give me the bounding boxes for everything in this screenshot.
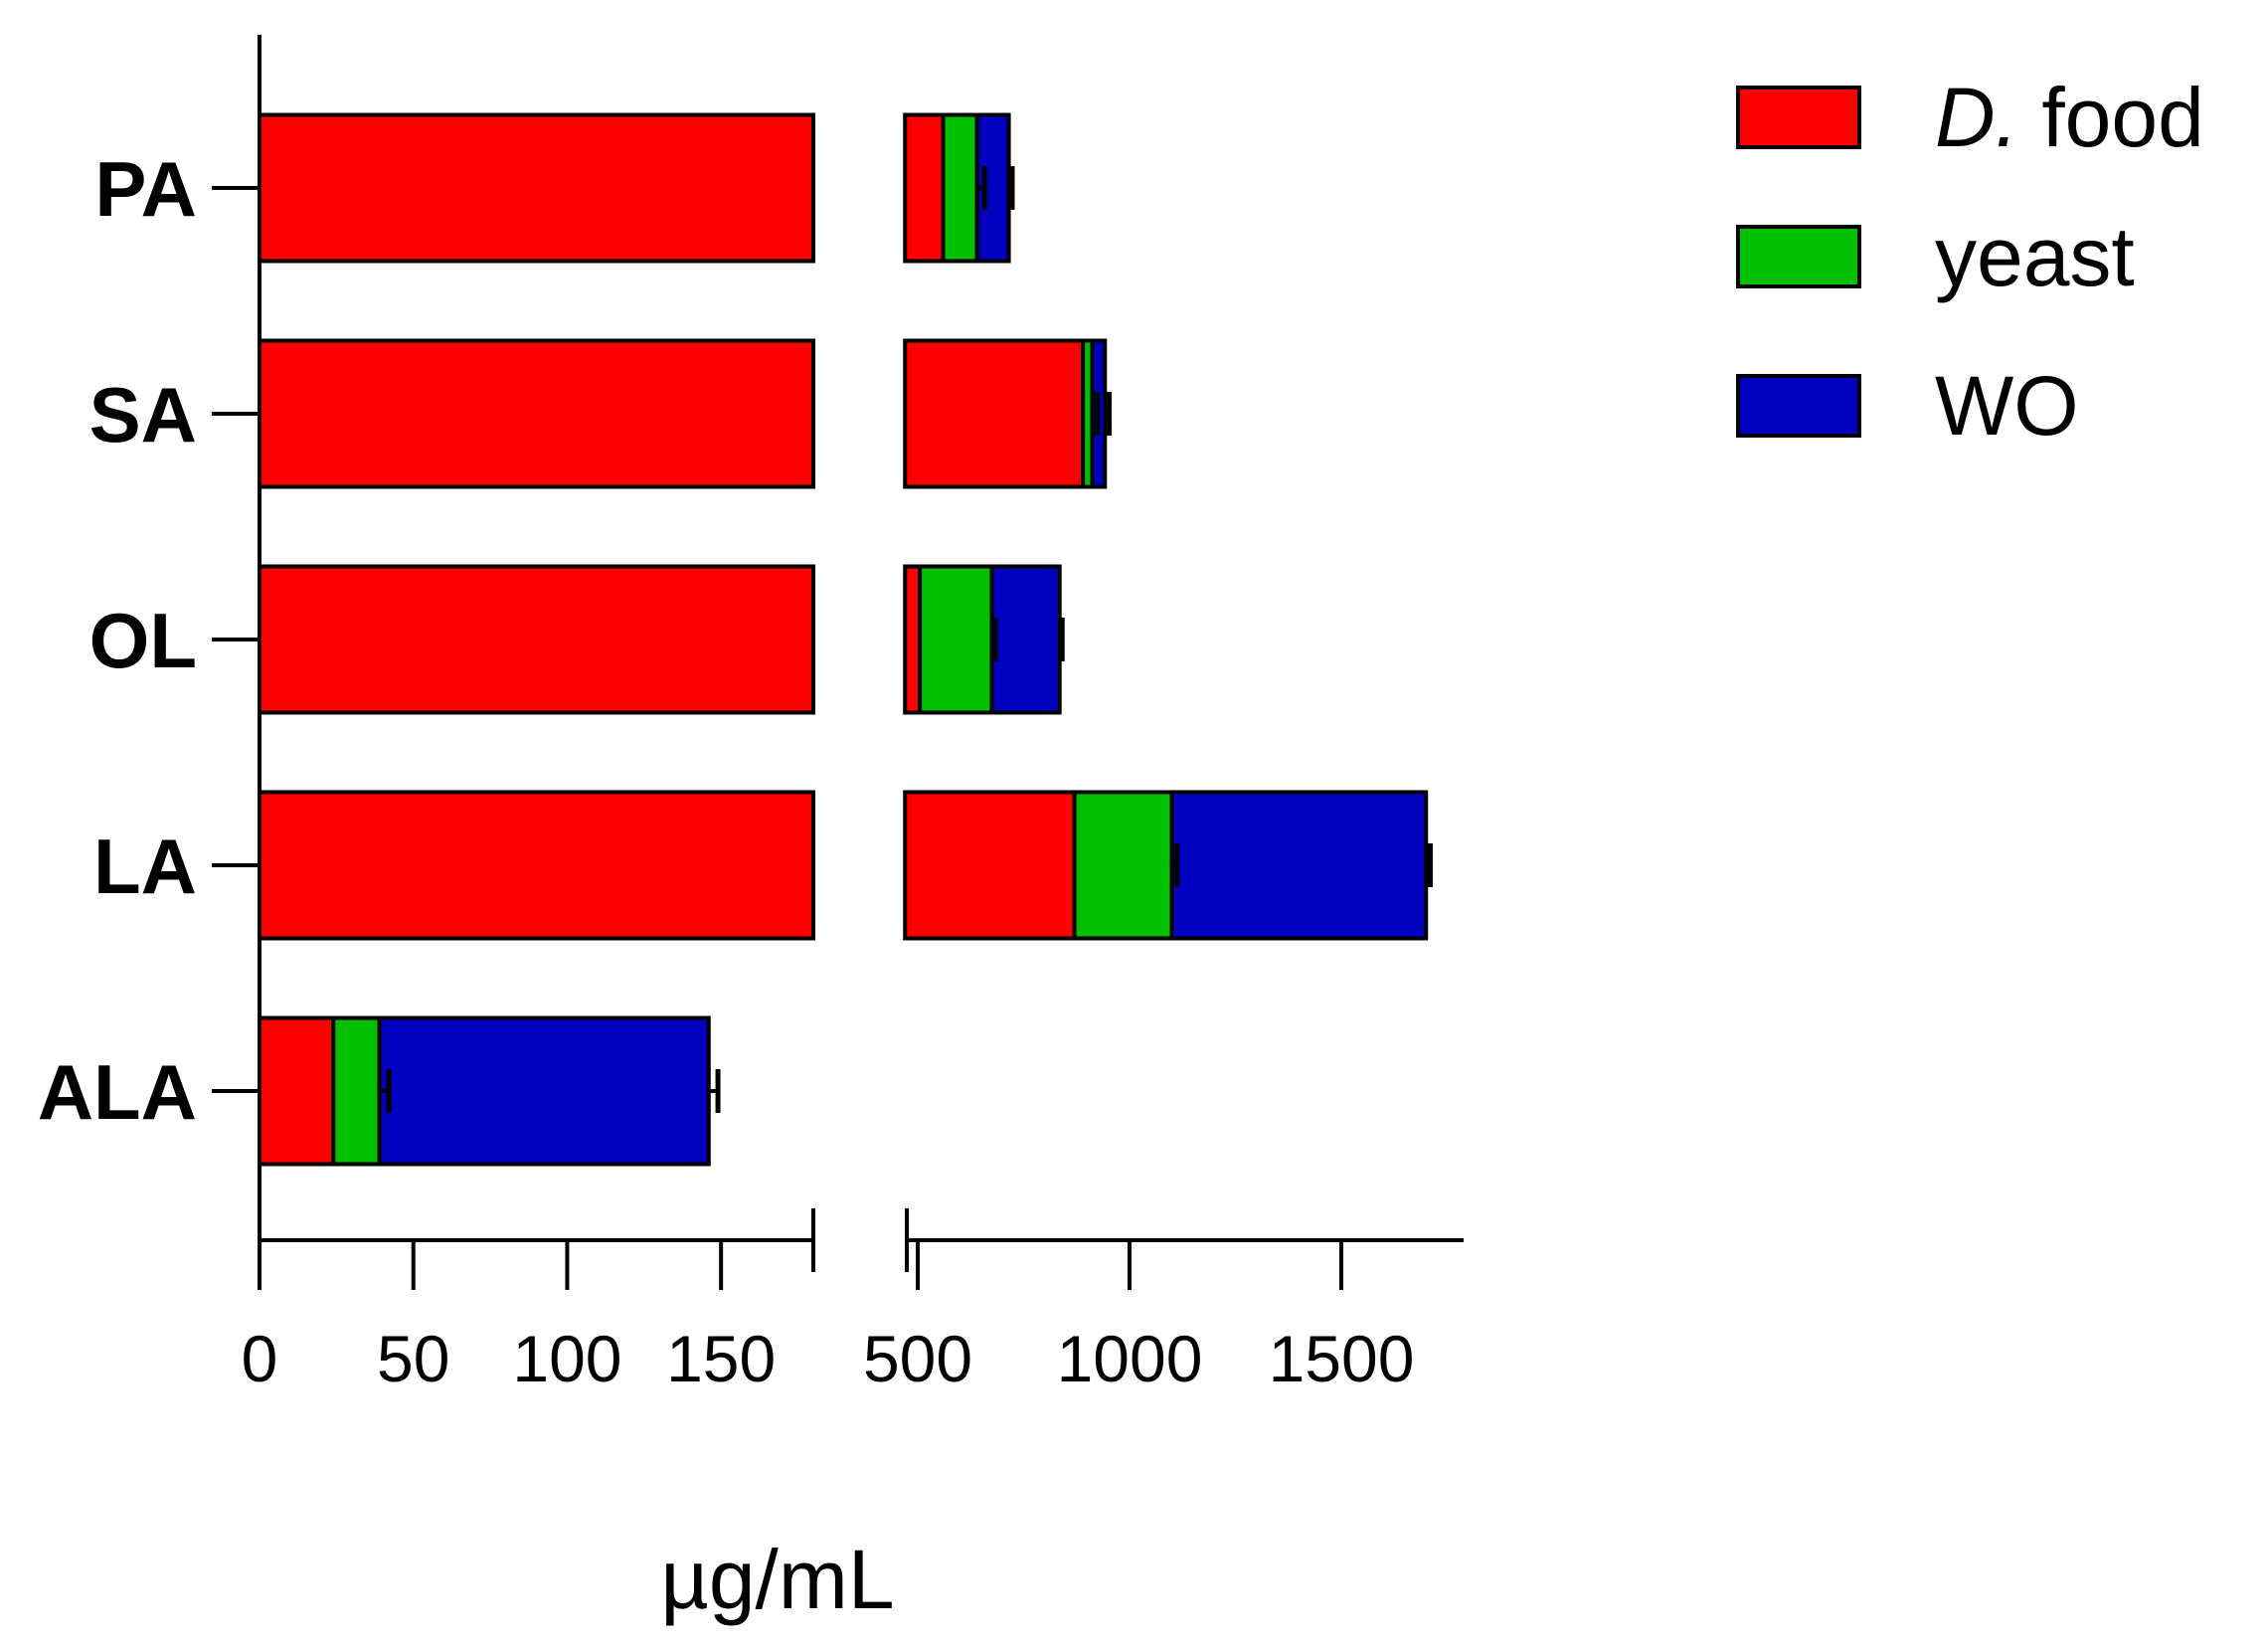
x-tick-label-1000: 1000 [1057, 1322, 1203, 1395]
legend-label-0: D. food [1935, 71, 2204, 164]
error-bars-layer [379, 166, 1433, 1113]
error-bar-ala-2 [708, 1069, 721, 1113]
x-tick-label-150: 150 [666, 1322, 776, 1395]
error-bar-ala-1 [379, 1069, 392, 1113]
legend-label-1: yeast [1935, 210, 2135, 303]
error-bar-la-2 [1426, 843, 1433, 887]
y-label-ala: ALA [38, 1048, 197, 1136]
legend-swatch-2 [1736, 374, 1861, 438]
error-bar-pa-2 [1008, 166, 1015, 210]
error-bar-ol-1 [991, 618, 998, 661]
bar-la-0-right [903, 790, 1077, 941]
x-tick-label-100: 100 [512, 1322, 621, 1395]
legend-swatch-0 [1736, 86, 1861, 149]
bar-la-2-right [1169, 790, 1429, 941]
bar-ol-0-left [258, 564, 815, 715]
error-bar-sa-2 [1105, 392, 1113, 436]
y-label-ol: OL [89, 597, 197, 684]
error-bar-pa-1 [976, 166, 987, 210]
bar-ol-1-right [918, 564, 994, 715]
y-label-sa: SA [89, 371, 197, 458]
bar-ol-0-right [903, 564, 923, 715]
bar-pa-1-right [941, 112, 979, 264]
bar-pa-0-left [258, 112, 815, 264]
legend-swatch-1 [1736, 225, 1861, 288]
bar-sa-0-right [903, 338, 1086, 489]
error-bar-la-1 [1171, 843, 1180, 887]
x-axis-title: µg/mL [660, 1533, 894, 1626]
x-tick-label-0: 0 [242, 1322, 278, 1395]
labels-layer: PA SA OL LA ALA 0 50 100 150 500 1000 1500 [38, 145, 1415, 1395]
y-label-pa: PA [94, 145, 197, 233]
error-bar-sa-1 [1092, 392, 1101, 436]
y-label-la: LA [93, 823, 197, 910]
bar-ol-2-right [989, 564, 1062, 715]
bars-layer [258, 112, 1429, 1167]
bar-la-1-right [1072, 790, 1174, 941]
legend-label-2: WO [1935, 359, 2079, 453]
x-tick-label-500: 500 [863, 1322, 972, 1395]
error-bar-ol-2 [1059, 618, 1065, 661]
legend: D. food yeast WO [1736, 71, 2204, 453]
bar-la-0-left [258, 790, 815, 941]
x-tick-label-1500: 1500 [1269, 1322, 1415, 1395]
axes-layer [212, 35, 1464, 1290]
bar-pa-0-right [903, 112, 946, 264]
x-tick-label-50: 50 [377, 1322, 449, 1395]
bar-ala-1-left [331, 1015, 382, 1167]
bar-ala-0-left [258, 1015, 336, 1167]
bar-sa-0-left [258, 338, 815, 489]
bar-ala-2-left [377, 1015, 711, 1167]
